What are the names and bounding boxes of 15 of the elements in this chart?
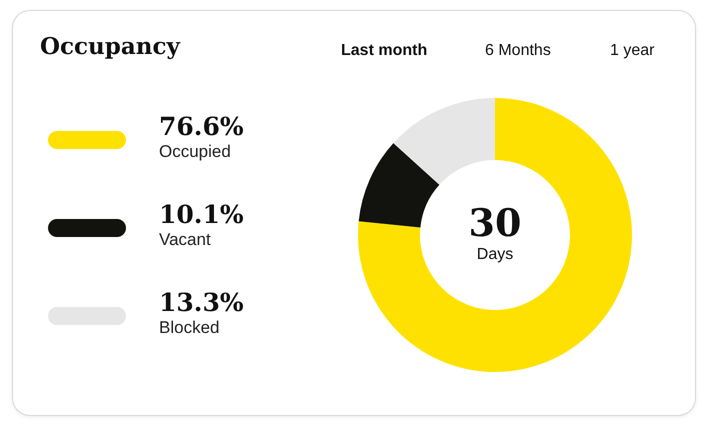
data-label: 13.3% [159, 288, 244, 318]
data-label: 10.1% [159, 200, 244, 230]
chart-title: Occupancy [40, 33, 180, 60]
donut-slice [393, 98, 495, 185]
data-label: 76.6% [159, 112, 244, 142]
text: 30 [468, 200, 522, 245]
text: Last month [341, 42, 428, 60]
legend-label: Blocked [159, 318, 220, 338]
donut-slice [358, 98, 632, 372]
text: Days [476, 246, 514, 264]
text: 6 Months [485, 42, 551, 60]
legend-label: Occupied [159, 142, 232, 162]
donut-slice [358, 143, 440, 228]
text: 1 year [610, 42, 654, 60]
legend-label: Vacant [159, 230, 212, 250]
